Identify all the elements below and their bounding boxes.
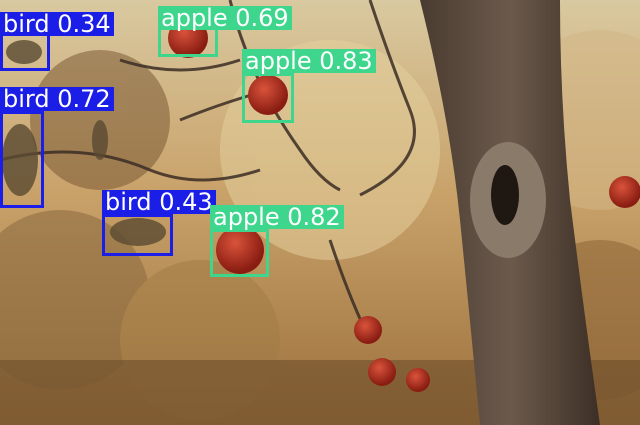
- detection-label: bird 0.72: [0, 87, 114, 111]
- detection-label: apple 0.83: [242, 49, 376, 73]
- detection-box-bird: bird 0.34: [0, 12, 114, 71]
- detection-label: apple 0.82: [210, 205, 344, 229]
- detection-box-apple: apple 0.83: [242, 49, 376, 123]
- detection-label: bird 0.34: [0, 12, 114, 36]
- detection-box-apple: apple 0.69: [158, 6, 292, 57]
- detection-box-bird: bird 0.43: [102, 190, 216, 256]
- detection-box-apple: apple 0.82: [210, 205, 344, 277]
- detection-label: bird 0.43: [102, 190, 216, 214]
- detection-label: apple 0.69: [158, 6, 292, 30]
- detection-box-bird: bird 0.72: [0, 87, 114, 208]
